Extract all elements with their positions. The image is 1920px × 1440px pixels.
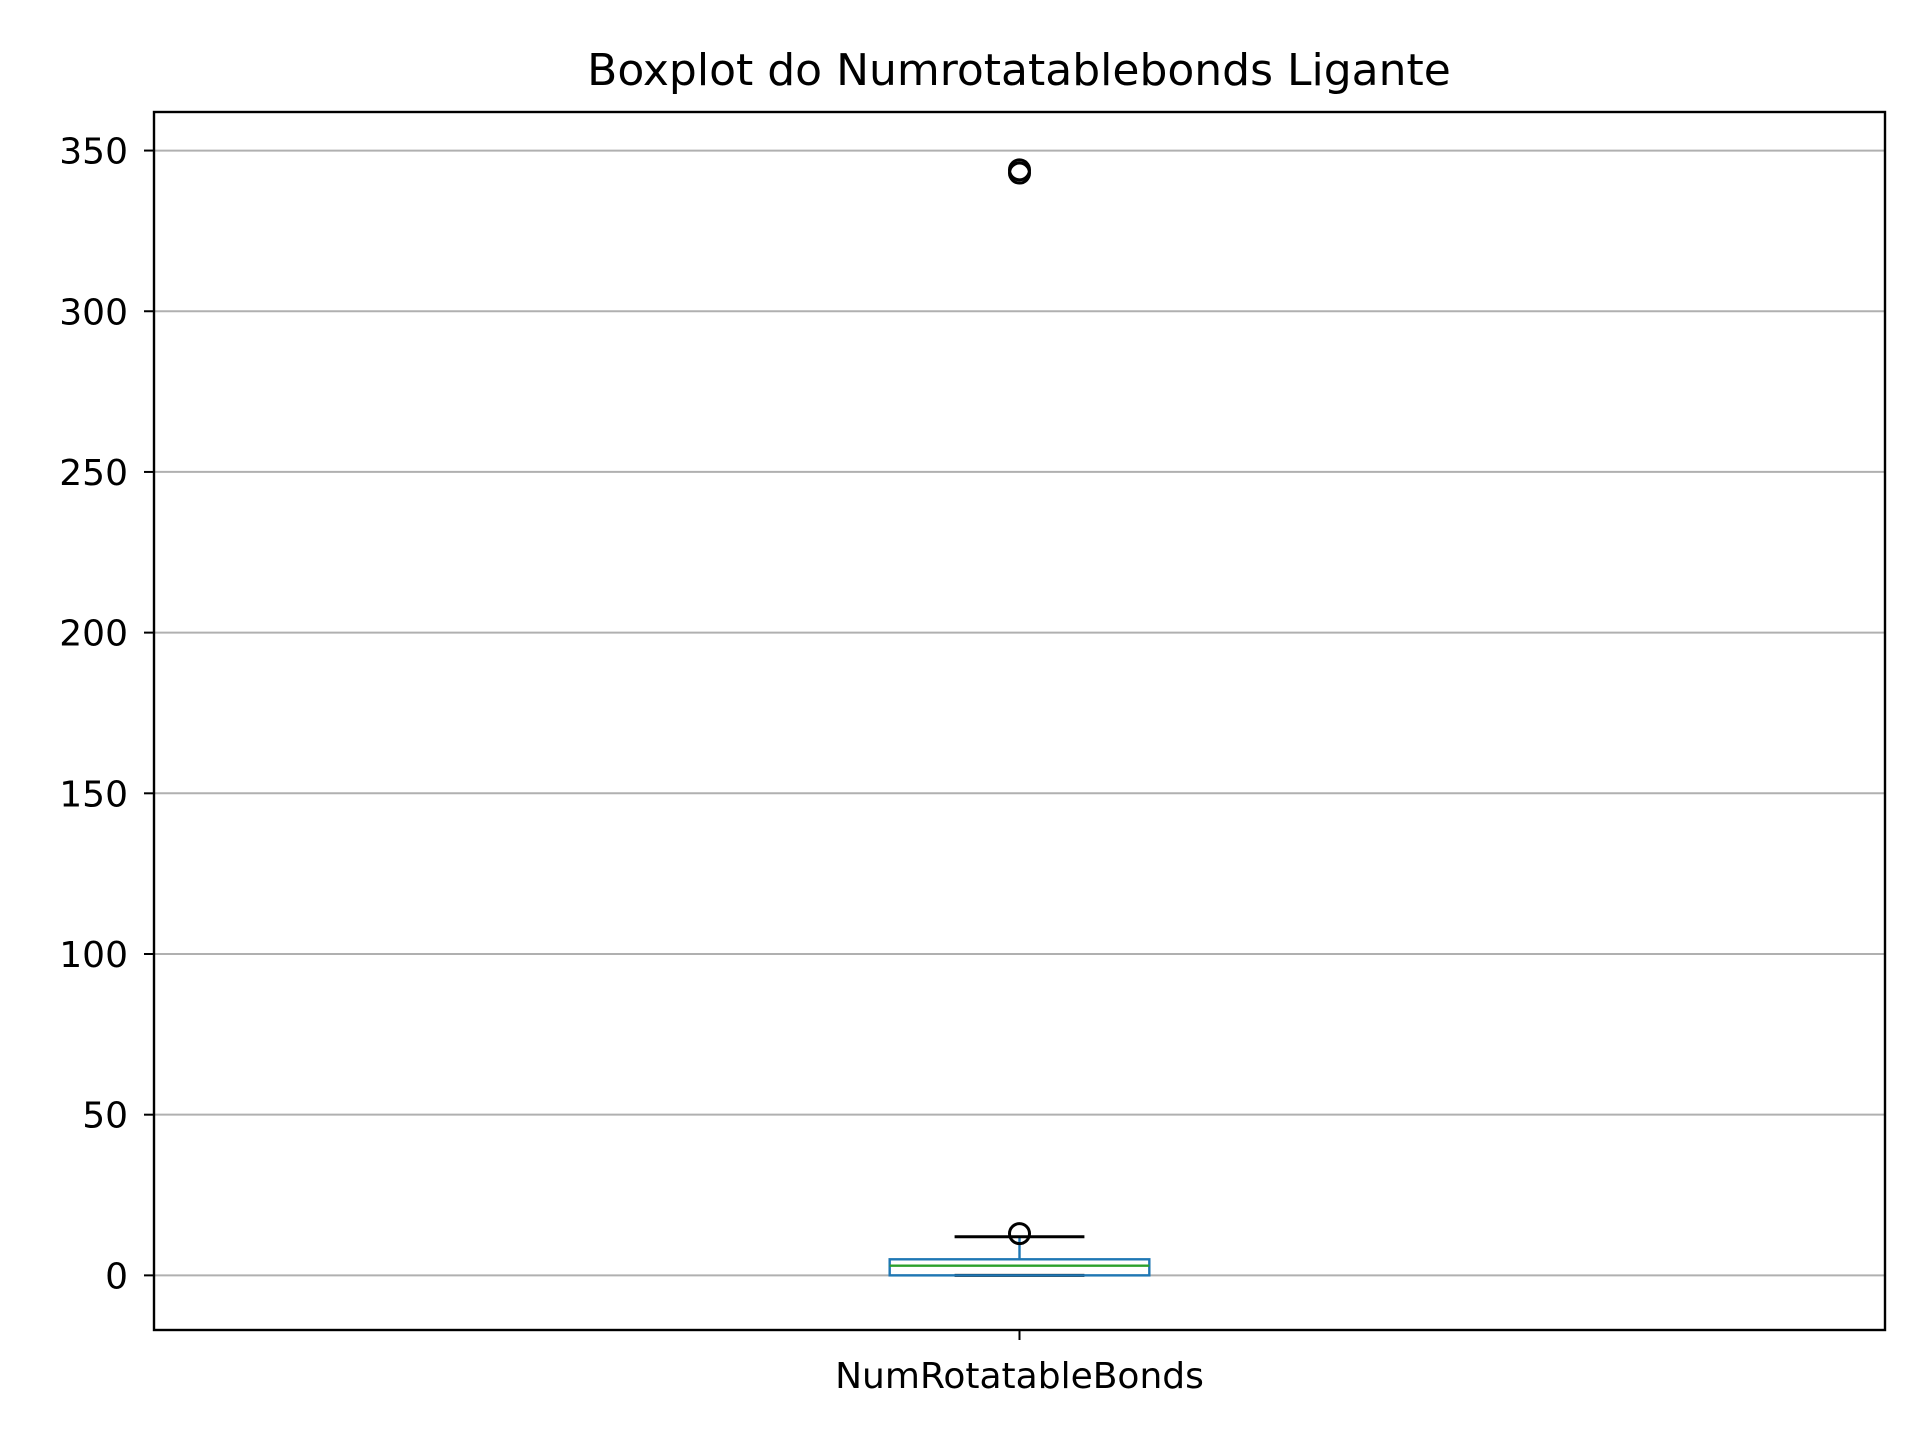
y-tick-label: 0	[105, 1256, 128, 1297]
y-tick-label: 100	[59, 935, 128, 976]
y-tick-label: 150	[59, 774, 128, 815]
y-tick-label: 200	[59, 614, 128, 655]
outlier-point	[1008, 1222, 1031, 1246]
plot-frame	[152, 110, 1887, 1332]
y-tick-label: 350	[59, 132, 128, 173]
x-tick-label: NumRotatableBonds	[835, 1356, 1204, 1397]
y-tick-label: 300	[59, 292, 128, 333]
chart-title: Boxplot do Numrotatablebonds Ligante	[587, 45, 1451, 96]
x-axis-ticks: NumRotatableBonds	[835, 1330, 1204, 1397]
y-axis-ticks: 0 50 100 150 200 250 300 350	[59, 132, 154, 1297]
iqr-box	[888, 1258, 1151, 1277]
y-tick-label: 50	[82, 1096, 128, 1137]
y-tick-label: 250	[59, 453, 128, 494]
outlier-point	[1008, 158, 1031, 182]
grid-lines	[154, 149, 1885, 1277]
box-elements	[888, 158, 1151, 1277]
